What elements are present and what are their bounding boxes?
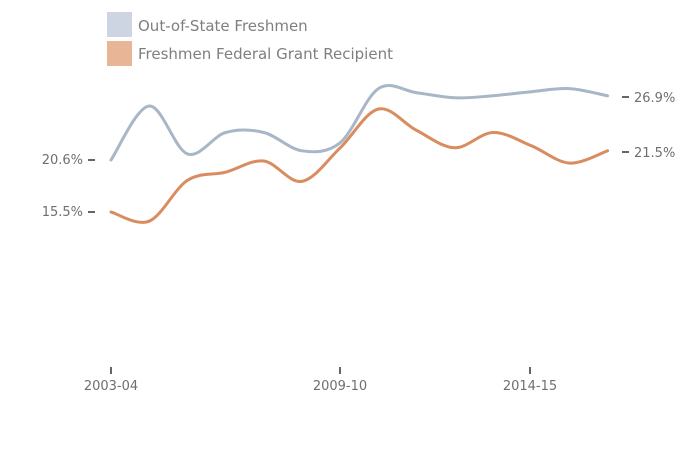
- point-out-of-state-2003-04: [110, 159, 113, 162]
- legend-label-federal-grant: Freshmen Federal Grant Recipient: [138, 45, 393, 63]
- x-tick-label-2003-04: 2003-04: [84, 379, 138, 394]
- point-out-of-state-2009-10: [339, 141, 342, 144]
- y-left-axis: 20.6% 15.5%: [42, 153, 95, 220]
- point-federal-grant-2008-09: [301, 180, 304, 183]
- point-federal-grant-2005-06: [186, 179, 189, 182]
- point-out-of-state-2012-13: [453, 96, 456, 99]
- point-out-of-state-2005-06: [186, 152, 189, 155]
- point-federal-grant-2015-16: [568, 162, 571, 165]
- point-federal-grant-2003-04: [110, 211, 113, 214]
- point-federal-grant-2014-15: [530, 144, 533, 147]
- legend: Out-of-State Freshmen Freshmen Federal G…: [107, 12, 393, 66]
- point-out-of-state-2013-14: [492, 94, 495, 97]
- end-label-out-of-state: 26.9%: [634, 91, 675, 106]
- point-federal-grant-2016-17: [606, 149, 609, 152]
- legend-label-out-of-state: Out-of-State Freshmen: [138, 17, 308, 35]
- series-line-out-of-state: [109, 84, 610, 162]
- point-federal-grant-2007-08: [262, 160, 265, 163]
- point-federal-grant-2013-14: [492, 131, 495, 134]
- point-out-of-state-2016-17: [606, 94, 609, 97]
- end-value-labels: 26.9% 21.5%: [622, 91, 675, 161]
- point-out-of-state-2011-12: [415, 91, 418, 94]
- point-out-of-state-2008-09: [301, 149, 304, 152]
- legend-swatch-out-of-state: [107, 12, 132, 37]
- y-tick-label-15-5: 15.5%: [42, 205, 83, 220]
- x-tick-label-2009-10: 2009-10: [313, 379, 367, 394]
- point-out-of-state-2014-15: [530, 90, 533, 93]
- point-federal-grant-2012-13: [453, 146, 456, 149]
- series-layer: [109, 84, 610, 224]
- point-federal-grant-2004-05: [148, 220, 151, 223]
- series-line-federal-grant: [109, 107, 610, 224]
- x-tick-label-2014-15: 2014-15: [503, 379, 557, 394]
- legend-swatch-federal-grant: [107, 41, 132, 66]
- y-tick-label-20-6: 20.6%: [42, 153, 83, 168]
- point-out-of-state-2004-05: [148, 105, 151, 108]
- point-federal-grant-2009-10: [339, 146, 342, 149]
- x-axis: 2003-04 2009-10 2014-15: [84, 367, 557, 394]
- point-federal-grant-2011-12: [415, 129, 418, 132]
- point-out-of-state-2010-11: [377, 87, 380, 90]
- point-out-of-state-2007-08: [262, 131, 265, 134]
- point-federal-grant-2006-07: [224, 171, 227, 174]
- point-out-of-state-2006-07: [224, 131, 227, 134]
- point-out-of-state-2015-16: [568, 87, 571, 90]
- end-label-federal-grant: 21.5%: [634, 146, 675, 161]
- point-federal-grant-2010-11: [377, 108, 380, 111]
